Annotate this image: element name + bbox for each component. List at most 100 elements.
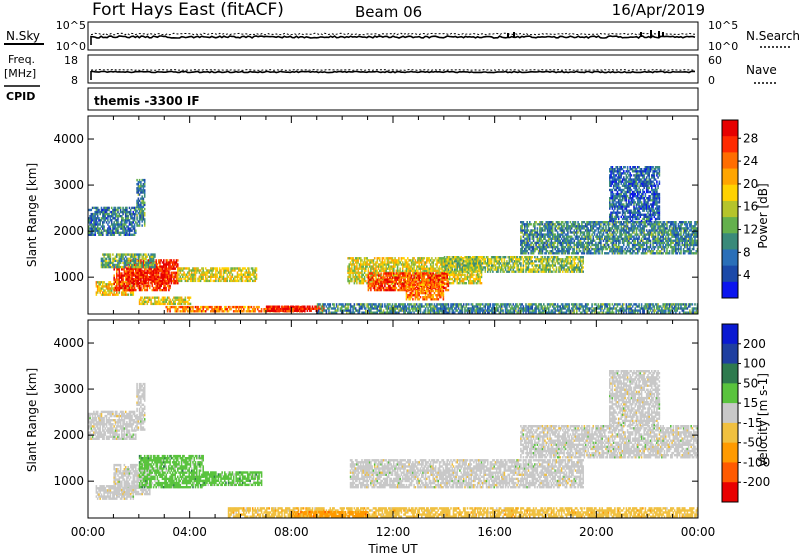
- heatmap-cell: [404, 276, 406, 279]
- heatmap-cell: [96, 287, 99, 290]
- heatmap-cell: [384, 259, 386, 262]
- heatmap-cell: [100, 259, 103, 263]
- heatmap-cell: [131, 225, 133, 228]
- heatmap-cell: [192, 305, 194, 309]
- heatmap-cell: [160, 272, 162, 275]
- heatmap-cell: [96, 208, 99, 212]
- heatmap-cell: [113, 278, 115, 281]
- heatmap-cell: [236, 267, 239, 270]
- heatmap-cell: [351, 267, 353, 270]
- heatmap-cell: [188, 267, 190, 270]
- heatmap-cell: [127, 273, 129, 277]
- heatmap-cell: [140, 286, 142, 290]
- heatmap-cell: [118, 231, 121, 234]
- heatmap-cell: [137, 263, 140, 267]
- heatmap-cell: [157, 271, 160, 274]
- heatmap-cell: [170, 259, 173, 262]
- heatmap-cell: [91, 227, 94, 230]
- heatmap-cell: [128, 288, 131, 292]
- heatmap-cell: [103, 221, 105, 224]
- heatmap-cell: [187, 271, 189, 274]
- heatmap-cell: [126, 219, 128, 222]
- heatmap-cell: [358, 273, 361, 277]
- heatmap-cell: [135, 278, 137, 281]
- heatmap-cell: [218, 271, 221, 274]
- heatmap-cell: [96, 291, 99, 294]
- heatmap-cell: [110, 283, 113, 286]
- heatmap-cell: [197, 267, 199, 270]
- heatmap-cell: [118, 215, 121, 218]
- heatmap-cell: [143, 269, 146, 272]
- heatmap-cell: [157, 270, 160, 273]
- heatmap-cell: [163, 271, 165, 274]
- heatmap-cell: [161, 261, 164, 264]
- heatmap-cell: [234, 279, 236, 283]
- heatmap-cell: [146, 288, 149, 292]
- heatmap-cell: [157, 275, 160, 279]
- heatmap-cell: [116, 229, 118, 232]
- heatmap-cell: [220, 275, 222, 278]
- heatmap-cell: [229, 305, 231, 309]
- heatmap-cell: [105, 293, 108, 296]
- heatmap-cell: [105, 259, 108, 263]
- heatmap-cell: [390, 282, 393, 286]
- heatmap-cell: [140, 284, 142, 288]
- heatmap-cell: [113, 208, 115, 212]
- heatmap-cell: [107, 287, 109, 290]
- heatmap-cell: [159, 288, 161, 292]
- heatmap-cell: [108, 281, 110, 284]
- heatmap-cell: [135, 267, 137, 270]
- heatmap-cell: [170, 279, 173, 283]
- heatmap-cell: [318, 309, 320, 312]
- heatmap-cell: [98, 219, 100, 222]
- heatmap-cell: [121, 219, 123, 222]
- heatmap-cell: [362, 273, 365, 277]
- heatmap-cell: [149, 269, 151, 272]
- heatmap-cell: [100, 225, 103, 228]
- heatmap-cell: [102, 287, 104, 290]
- heatmap-cell: [121, 253, 123, 256]
- heatmap-cell: [121, 225, 123, 228]
- heatmap-cell: [107, 223, 109, 226]
- heatmap-cell: [161, 282, 164, 285]
- heatmap-cell: [535, 309, 537, 312]
- heatmap-cell: [361, 269, 363, 272]
- heatmap-cell: [143, 183, 146, 186]
- heatmap-cell: [136, 282, 138, 285]
- heatmap-cell: [433, 303, 436, 306]
- heatmap-cell: [132, 217, 135, 220]
- heatmap-cell: [132, 267, 135, 270]
- heatmap-cell: [180, 267, 183, 270]
- heatmap-cell: [175, 305, 178, 309]
- heatmap-cell: [124, 281, 127, 284]
- heatmap-cell: [105, 291, 108, 294]
- heatmap-cell: [109, 287, 112, 290]
- heatmap-cell: [110, 285, 113, 288]
- heatmap-cell: [103, 212, 105, 216]
- heatmap-cell: [373, 274, 376, 277]
- heatmap-cell: [143, 201, 146, 204]
- heatmap-cell: [287, 305, 290, 308]
- heatmap-cell: [124, 233, 127, 236]
- heatmap-cell: [118, 263, 121, 267]
- heatmap-cell: [140, 277, 142, 281]
- heatmap-cell: [152, 277, 155, 281]
- heatmap-cell: [140, 267, 142, 270]
- heatmap-cell: [147, 279, 150, 283]
- heatmap-cell: [623, 307, 625, 310]
- heatmap-cell: [194, 269, 197, 272]
- heatmap-cell: [352, 257, 354, 260]
- heatmap-cell: [188, 277, 190, 280]
- heatmap-cell: [123, 259, 126, 263]
- heatmap-cell: [377, 282, 380, 286]
- heatmap-cell: [198, 275, 201, 278]
- heatmap-cell: [107, 293, 109, 296]
- heatmap-cell: [121, 293, 123, 296]
- heatmap-cell: [128, 257, 131, 260]
- heatmap-cell: [163, 284, 165, 288]
- heatmap-cell: [132, 253, 135, 256]
- heatmap-cell: [245, 269, 248, 272]
- heatmap-cell: [226, 279, 229, 283]
- heatmap-cell: [129, 215, 132, 218]
